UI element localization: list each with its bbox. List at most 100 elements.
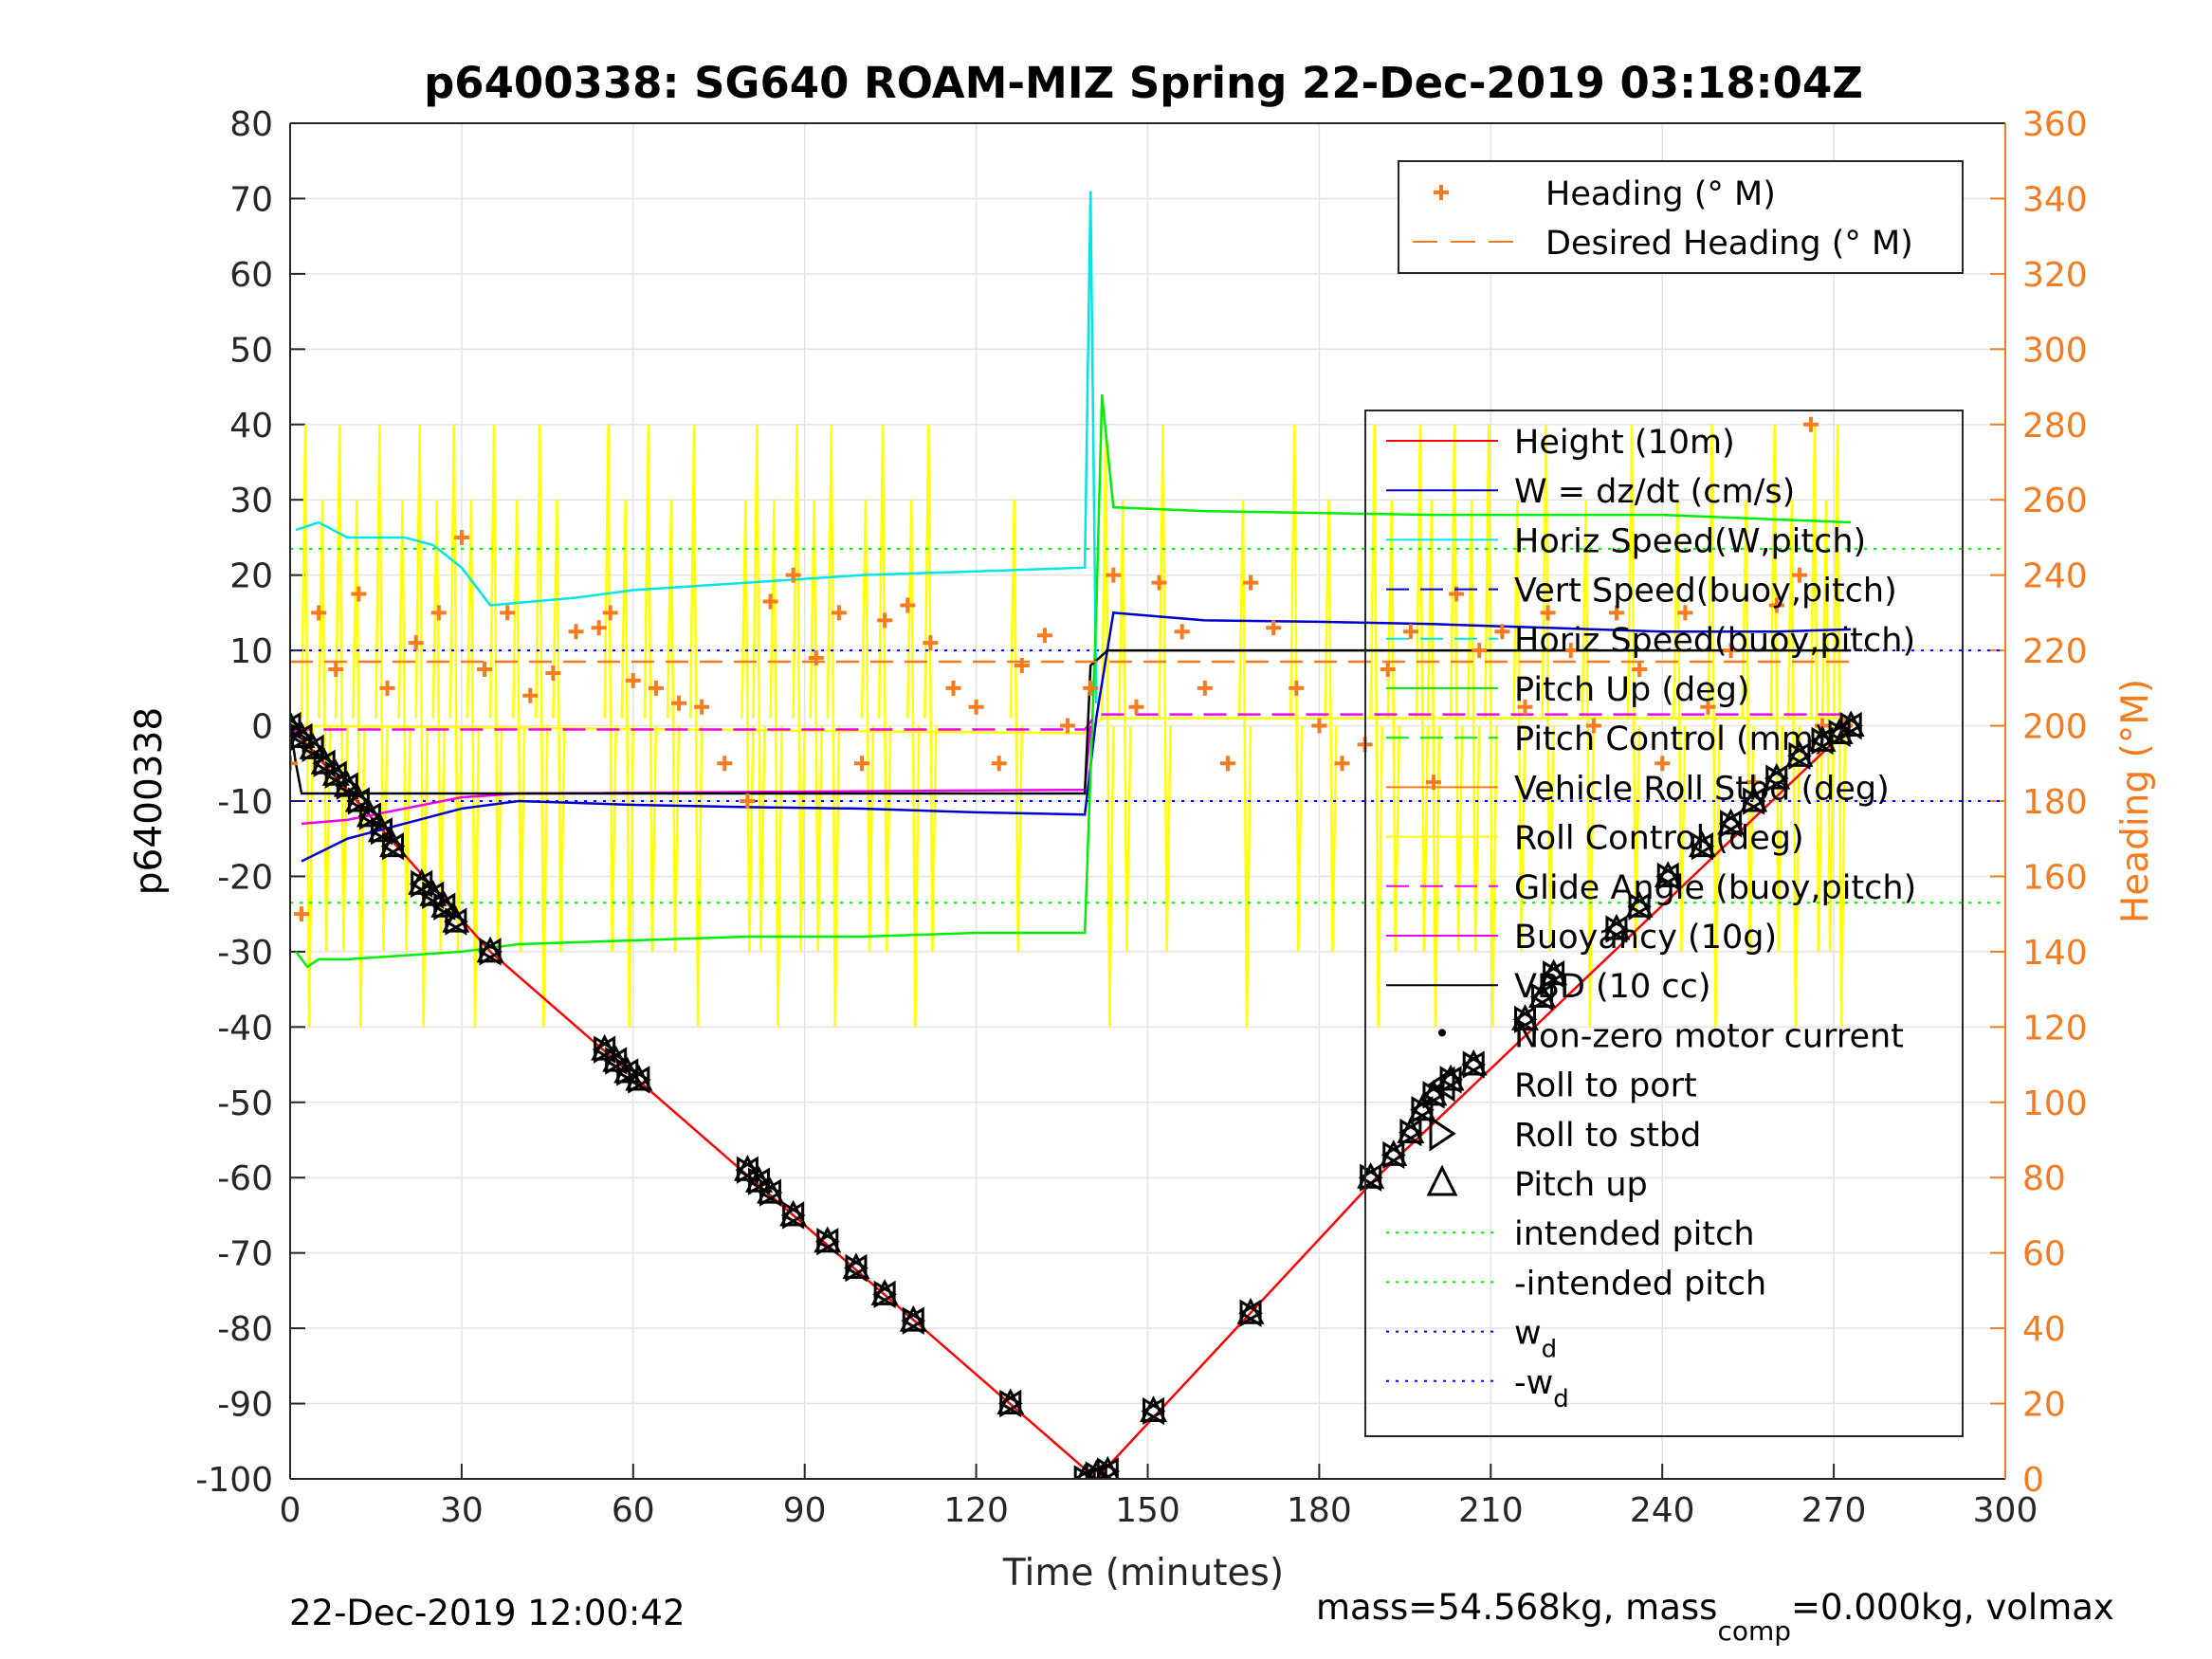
series-line xyxy=(290,713,1852,735)
right-tick-label: 180 xyxy=(2022,783,2088,822)
pitch-up-marker xyxy=(408,868,436,895)
right-tick-label: 300 xyxy=(2022,331,2088,370)
heading-point xyxy=(500,605,516,621)
roll-control-spike xyxy=(1426,500,1441,1028)
roll-control-spike xyxy=(740,500,755,952)
legend-entry-label: Horiz Speed(W,pitch) xyxy=(1514,522,1866,560)
legend-entry-label: Height (10m) xyxy=(1514,424,1735,462)
right-tick-label: 320 xyxy=(2022,256,2088,295)
left-tick-label: 20 xyxy=(229,557,273,596)
right-tick-label: 360 xyxy=(2022,105,2088,144)
footer-mass-text: mass=54.568kg, masscomp=0.000kg, volmax xyxy=(1316,1587,2114,1647)
left-tick-label: -40 xyxy=(217,1009,273,1048)
roll-port-marker xyxy=(1238,1299,1262,1327)
roll-port-marker xyxy=(1072,1465,1096,1479)
x-tick-label: 210 xyxy=(1458,1491,1524,1530)
pitch-up-marker xyxy=(842,1252,870,1280)
pitch-up-marker xyxy=(1717,808,1746,835)
pitch-up-marker xyxy=(321,758,350,786)
legend-entry-label: wd xyxy=(1514,1315,1557,1364)
roll-control-spike xyxy=(1512,500,1526,952)
heading-point xyxy=(1219,756,1235,772)
roll-port-marker xyxy=(780,1201,805,1230)
legend-symbol-up xyxy=(1426,1164,1458,1196)
roll-port-marker xyxy=(814,1228,839,1256)
right-tick-label: 200 xyxy=(2022,708,2088,747)
heading-point xyxy=(625,672,641,688)
left-tick-label: 40 xyxy=(229,407,273,446)
left-tick-label: -10 xyxy=(217,783,273,822)
x-axis-ticks: 0 30 60 90 120 150 180 210 240 270 300 xyxy=(280,1464,2038,1530)
roll-port-marker xyxy=(1764,764,1788,793)
roll-port-marker xyxy=(1627,892,1651,921)
roll-control-spike xyxy=(752,424,766,952)
legend-symbol-port xyxy=(1428,1066,1455,1103)
roll-control-spike xyxy=(1118,500,1132,952)
roll-port-marker xyxy=(1141,1396,1165,1426)
left-axis-ticks: 80 70 60 50 40 30 20 10 0 -10 -20 -30 -40 -50 -60 -70 -8… xyxy=(195,105,305,1500)
heading-point xyxy=(408,635,424,651)
roll-control-spike xyxy=(431,500,446,952)
pitch-up-marker xyxy=(899,1304,927,1332)
pitch-up-marker xyxy=(1602,913,1631,940)
left-tick-label: 80 xyxy=(229,105,273,144)
roll-control-spike xyxy=(666,500,681,952)
footer-timestamp: 22-Dec-2019 12:00:42 xyxy=(289,1593,685,1633)
pitch-up-marker xyxy=(1511,1004,1539,1030)
series-line xyxy=(295,191,1098,703)
x-tick-label: 240 xyxy=(1630,1491,1695,1530)
roll-port-marker xyxy=(901,1306,924,1335)
heading-point xyxy=(1060,718,1076,734)
pitch-up-marker xyxy=(299,733,327,759)
left-tick-label: 70 xyxy=(229,180,273,219)
legend-entry-label: Roll Control (deg) xyxy=(1514,820,1804,858)
heading-point xyxy=(1128,699,1144,715)
heading-point xyxy=(1083,680,1099,696)
pitch-up-marker xyxy=(1380,1139,1408,1166)
roll-control-spike xyxy=(535,424,549,1028)
heading-point xyxy=(1036,628,1052,644)
x-tick-label: 30 xyxy=(440,1491,484,1530)
roll-control-spike xyxy=(877,424,892,952)
x-tick-label: 180 xyxy=(1287,1491,1352,1530)
roll-port-marker xyxy=(1787,741,1811,770)
right-tick-label: 140 xyxy=(2022,934,2088,973)
x-tick-label: 120 xyxy=(943,1491,1009,1530)
left-tick-label: -80 xyxy=(217,1310,273,1349)
legend-symbol-stbd xyxy=(1429,1115,1456,1152)
pitch-up-marker xyxy=(625,1064,653,1091)
pitch-up-marker xyxy=(1408,1094,1436,1121)
roll-port-marker xyxy=(431,892,456,921)
right-tick-label: 20 xyxy=(2022,1386,2066,1425)
pitch-up-marker xyxy=(1095,1455,1120,1479)
right-axis-ticks: 3603403203002802602402202001801601401201… xyxy=(1990,105,2088,1500)
right-tick-label: 120 xyxy=(2022,1009,2088,1048)
left-tick-label: -60 xyxy=(217,1159,273,1198)
pitch-up-marker xyxy=(476,936,504,963)
heading-point xyxy=(1654,756,1671,772)
heading-point xyxy=(602,605,618,621)
x-tick-label: 150 xyxy=(1115,1491,1180,1530)
pitch-up-marker xyxy=(419,880,448,906)
heading-point xyxy=(290,756,298,772)
roll-port-marker xyxy=(346,787,370,815)
heading-point xyxy=(1334,756,1350,772)
heading-point xyxy=(1791,567,1807,583)
right-tick-label: 160 xyxy=(2022,858,2088,897)
heading-point xyxy=(1700,699,1716,715)
left-tick-label: -30 xyxy=(217,934,273,973)
roll-control-spike xyxy=(1707,424,1721,1028)
legend-entry-label: Buoyancy (10g) xyxy=(1514,919,1777,957)
pitch-up-marker xyxy=(430,890,459,918)
roll-control-spike xyxy=(448,424,464,952)
right-tick-label: 240 xyxy=(2022,557,2088,596)
roll-port-marker xyxy=(1655,862,1679,891)
heading-point xyxy=(694,699,710,715)
series-line xyxy=(295,393,1852,969)
heading-point xyxy=(854,756,869,772)
heading-point xyxy=(1677,605,1693,621)
roll-control-spike xyxy=(511,500,526,952)
roll-port-marker xyxy=(357,802,381,830)
roll-port-marker xyxy=(1438,1066,1462,1094)
